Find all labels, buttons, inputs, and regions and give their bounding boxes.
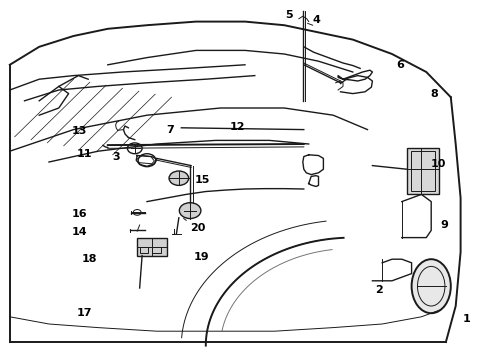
Bar [140,247,148,253]
Text: 16: 16 [72,209,87,219]
Text: 1: 1 [463,314,471,324]
Text: 7: 7 [166,125,174,135]
Text: 4: 4 [313,15,320,25]
Text: 19: 19 [194,252,209,262]
Ellipse shape [179,203,201,219]
Text: 15: 15 [195,175,210,185]
Text: 12: 12 [229,122,245,132]
Bar [411,151,435,191]
Text: 9: 9 [440,220,448,230]
Text: 17: 17 [76,308,92,318]
Bar [152,247,161,253]
Text: 10: 10 [430,159,445,169]
Text: 6: 6 [396,60,404,70]
Bar [137,238,167,256]
Text: 2: 2 [375,285,383,295]
Ellipse shape [169,171,189,185]
Text: 18: 18 [81,254,97,264]
Ellipse shape [412,259,451,313]
Text: 13: 13 [72,126,87,136]
Text: 11: 11 [76,149,92,159]
Text: 5: 5 [285,10,293,20]
Bar [407,148,439,194]
Text: 8: 8 [430,89,438,99]
Text: 14: 14 [72,227,87,237]
Text: 20: 20 [190,222,205,233]
Text: 3: 3 [112,152,120,162]
